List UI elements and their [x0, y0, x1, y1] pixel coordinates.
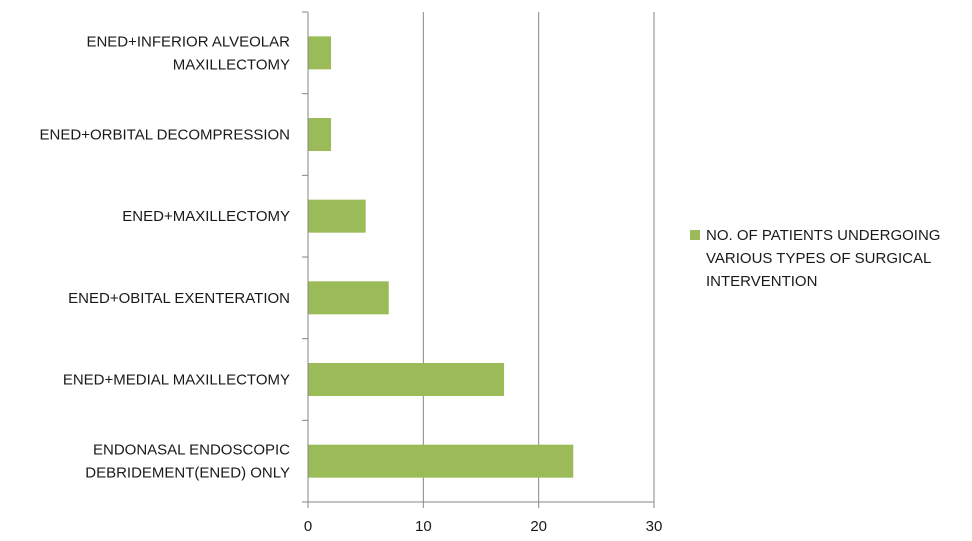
- category-label-line: ENED+INFERIOR ALVEOLAR: [86, 33, 290, 50]
- category-label-4: ENED+ORBITAL DECOMPRESSION: [40, 127, 290, 144]
- category-label-5: ENED+INFERIOR ALVEOLAR MAXILLECTOMY: [86, 33, 290, 73]
- legend: NO. OF PATIENTS UNDERGOING VARIOUS TYPES …: [690, 227, 940, 290]
- x-tick-label-30: 30: [646, 518, 663, 535]
- axes: [302, 11, 655, 508]
- category-label-line: ENED+MAXILLECTOMY: [122, 208, 290, 225]
- bar-5: [308, 36, 332, 70]
- category-label-line: ENED+ORBITAL DECOMPRESSION: [40, 127, 290, 144]
- bar-2: [308, 281, 389, 315]
- category-label-1: ENED+MEDIAL MAXILLECTOMY: [63, 372, 290, 389]
- x-tick-labels: 0 10 20 30: [304, 518, 663, 535]
- category-label-0: ENDONASAL ENDOSCOPIC DEBRIDEMENT(ENED) ON…: [85, 442, 290, 482]
- legend-label-line: VARIOUS TYPES OF SURGICAL: [706, 250, 931, 267]
- legend-label: NO. OF PATIENTS UNDERGOING VARIOUS TYPES …: [706, 227, 940, 290]
- category-label-line: MAXILLECTOMY: [173, 56, 290, 73]
- x-tick-label-20: 20: [530, 518, 547, 535]
- bar-0: [308, 444, 574, 478]
- category-label-line: ENED+MEDIAL MAXILLECTOMY: [63, 372, 290, 389]
- bars: [308, 36, 574, 478]
- category-labels: ENDONASAL ENDOSCOPIC DEBRIDEMENT(ENED) ON…: [40, 33, 291, 481]
- gridlines: [422, 12, 655, 502]
- bar-3: [308, 199, 366, 233]
- bar-1: [308, 363, 505, 396]
- category-label-line: ENDONASAL ENDOSCOPIC: [93, 442, 290, 459]
- category-label-line: DEBRIDEMENT(ENED) ONLY: [85, 465, 290, 482]
- category-label-3: ENED+MAXILLECTOMY: [122, 208, 290, 225]
- category-label-line: ENED+OBITAL EXENTERATION: [68, 290, 290, 307]
- category-label-2: ENED+OBITAL EXENTERATION: [68, 290, 290, 307]
- bar-4: [308, 118, 332, 151]
- legend-label-line: INTERVENTION: [706, 273, 817, 290]
- legend-swatch: [690, 230, 700, 240]
- legend-label-line: NO. OF PATIENTS UNDERGOING: [706, 227, 940, 244]
- x-tick-label-0: 0: [304, 518, 312, 535]
- x-tick-label-10: 10: [415, 518, 432, 535]
